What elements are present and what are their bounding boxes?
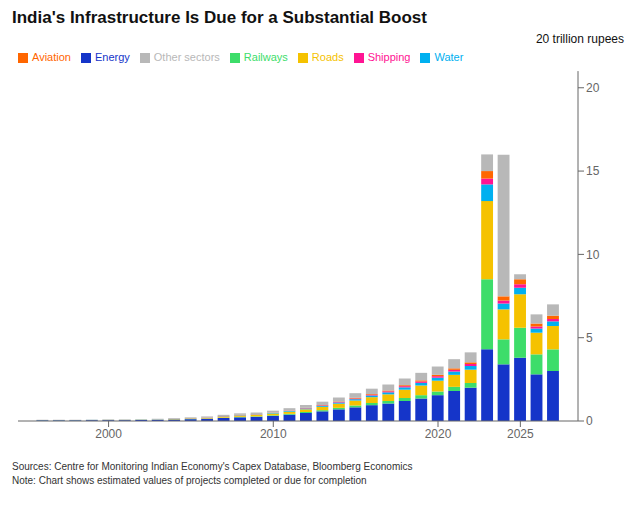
svg-text:2000: 2000 bbox=[95, 427, 122, 441]
html-text:Railways: Railways bbox=[243, 51, 288, 63]
html-text:Roads: Roads bbox=[311, 51, 344, 63]
svg-text:2025: 2025 bbox=[507, 427, 534, 441]
svg-text:15: 15 bbox=[586, 164, 600, 178]
html-text:20 trillion rupees: 20 trillion rupees bbox=[535, 32, 624, 46]
svg-text:5: 5 bbox=[586, 331, 593, 345]
svg-text:10: 10 bbox=[586, 248, 600, 262]
svg-text:20: 20 bbox=[586, 81, 600, 95]
svg-text:2020: 2020 bbox=[425, 427, 452, 441]
svg-text:2010: 2010 bbox=[260, 427, 287, 441]
html-text:Shipping: Shipping bbox=[367, 51, 411, 63]
html-text:Other sectors: Other sectors bbox=[153, 51, 220, 63]
svg-text:0: 0 bbox=[586, 414, 593, 428]
html-text:Water: Water bbox=[434, 51, 464, 63]
html-text:Aviation: Aviation bbox=[32, 51, 71, 63]
html-text:Sources: Centre for Monitoring: Sources: Centre for Monitoring Indian Ec… bbox=[12, 461, 413, 472]
html-text:Energy: Energy bbox=[94, 51, 130, 63]
html-text:Note: Chart shows estimated va: Note: Chart shows estimated values of pr… bbox=[12, 475, 367, 486]
html-text:India's Infrastructure Is Due: India's Infrastructure Is Due for a Subs… bbox=[12, 8, 427, 27]
